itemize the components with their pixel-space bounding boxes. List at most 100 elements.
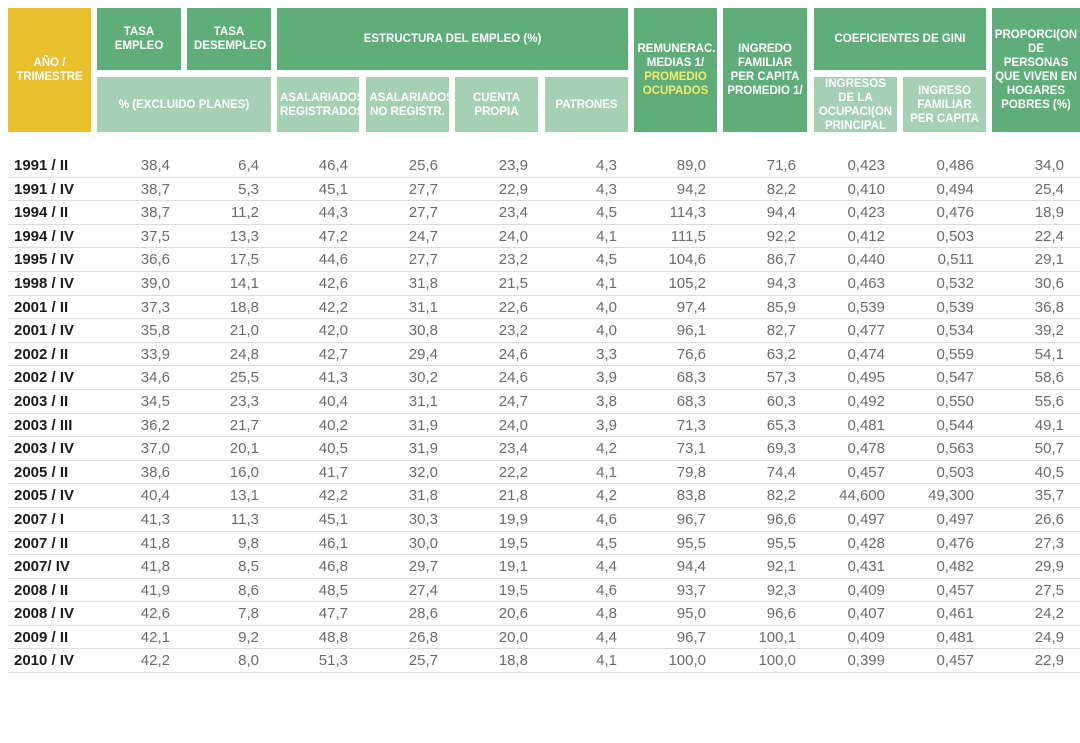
value-cell-gini-ocupacion: 0,409	[847, 628, 885, 646]
value-cell-cuenta-propia: 18,8	[498, 652, 528, 670]
value-cell-tasa-empleo: 42,6	[140, 605, 170, 623]
table-row: 2003 / IV 37,0 20,1 40,5 31,9 23,4 4,2 73,1 69,3…	[0, 437, 1080, 461]
table-row: 1998 / IV 39,0 14,1 42,6 31,8 21,5 4,1 105,2 94,…	[0, 272, 1080, 296]
header-tasa-desempleo-label: TASA DESEMPLEO	[194, 26, 267, 52]
row-divider	[8, 624, 1080, 626]
value-cell-proporcion-pobres: 26,6	[1034, 510, 1064, 528]
value-cell-gini-familiar: 0,494	[936, 180, 974, 198]
value-cell-asalariados-no-registr: 27,4	[408, 581, 438, 599]
value-cell-gini-familiar: 0,563	[936, 440, 974, 458]
value-cell-cuenta-propia: 19,9	[498, 510, 528, 528]
value-cell-ingreso-familiar: 82,2	[766, 180, 796, 198]
value-cell-remuneraciones: 68,3	[676, 392, 706, 410]
value-cell-patrones: 4,0	[596, 298, 617, 316]
value-cell-patrones: 3,9	[596, 416, 617, 434]
value-cell-tasa-desempleo: 18,8	[229, 298, 259, 316]
value-cell-asalariados-registrados: 48,5	[318, 581, 348, 599]
period-cell: 2009 / II	[14, 628, 69, 646]
value-cell-tasa-empleo: 39,0	[140, 274, 170, 292]
value-cell-tasa-desempleo: 11,3	[230, 510, 259, 528]
value-cell-asalariados-no-registr: 31,1	[408, 392, 438, 410]
value-cell-proporcion-pobres: 29,1	[1034, 251, 1064, 269]
value-cell-cuenta-propia: 19,5	[498, 534, 528, 552]
value-cell-remuneraciones: 76,6	[676, 345, 706, 363]
value-cell-asalariados-no-registr: 30,0	[408, 534, 438, 552]
value-cell-gini-ocupacion: 0,423	[847, 204, 885, 222]
header-periodo-label: AÑO / TRIMESTRE	[16, 57, 83, 83]
value-cell-remuneraciones: 111,5	[670, 227, 706, 245]
value-cell-asalariados-registrados: 40,5	[318, 440, 348, 458]
header-proporcion-pobres: PROPORCI(ON DE PERSONAS QUE VIVEN EN HOG…	[992, 8, 1080, 132]
value-cell-tasa-desempleo: 13,3	[229, 227, 259, 245]
value-cell-remuneraciones: 97,4	[676, 298, 706, 316]
value-cell-proporcion-pobres: 25,4	[1034, 180, 1064, 198]
value-cell-ingreso-familiar: 92,1	[766, 558, 796, 576]
value-cell-cuenta-propia: 21,5	[498, 274, 528, 292]
value-cell-proporcion-pobres: 35,7	[1034, 487, 1064, 505]
header-ingreso-familiar: INGREDO FAMILIAR PER CAPITA PROMEDIO 1/	[723, 8, 807, 132]
value-cell-proporcion-pobres: 54,1	[1034, 345, 1064, 363]
value-cell-tasa-desempleo: 21,0	[229, 322, 259, 340]
header-proporcion-pobres-label: PROPORCI(ON DE PERSONAS QUE VIVEN EN HOG…	[994, 29, 1078, 111]
value-cell-gini-familiar: 0,482	[936, 558, 974, 576]
value-cell-asalariados-no-registr: 30,3	[408, 510, 438, 528]
header-tasa-empleo: TASA EMPLEO	[97, 8, 181, 70]
value-cell-asalariados-registrados: 46,1	[318, 534, 348, 552]
header-gini-ocupacion-label: INGRESOS DE LA OCUPACI(ON PRINCIPAL	[818, 77, 893, 132]
value-cell-gini-ocupacion: 0,423	[847, 157, 885, 174]
header-gini-familiar-label: INGRESO FAMILIAR PER CAPITA	[910, 84, 979, 125]
value-cell-asalariados-no-registr: 29,7	[408, 558, 438, 576]
value-cell-ingreso-familiar: 96,6	[766, 510, 796, 528]
table-row: 2003 / II 34,5 23,3 40,4 31,1 24,7 3,8 68,3 60,3…	[0, 390, 1080, 414]
value-cell-asalariados-registrados: 45,1	[318, 180, 348, 198]
value-cell-tasa-desempleo: 13,1	[229, 487, 259, 505]
value-cell-tasa-desempleo: 16,0	[229, 463, 259, 481]
value-cell-asalariados-no-registr: 25,7	[408, 652, 438, 670]
value-cell-proporcion-pobres: 30,6	[1034, 274, 1064, 292]
period-cell: 1995 / IV	[14, 251, 75, 269]
value-cell-remuneraciones: 83,8	[676, 487, 706, 505]
value-cell-cuenta-propia: 23,2	[498, 251, 528, 269]
row-divider	[8, 388, 1080, 390]
value-cell-tasa-empleo: 41,8	[140, 534, 170, 552]
header-asalariados-registrados-label: ASALARIADOS REGISTRADOS	[280, 91, 365, 118]
value-cell-patrones: 4,5	[596, 534, 617, 552]
value-cell-patrones: 3,3	[596, 345, 617, 363]
header-cuenta-propia: CUENTA PROPIA	[455, 77, 538, 132]
value-cell-proporcion-pobres: 24,9	[1034, 628, 1064, 646]
value-cell-gini-ocupacion: 0,495	[847, 369, 885, 387]
value-cell-gini-familiar: 0,532	[936, 274, 974, 292]
value-cell-remuneraciones: 96,7	[676, 510, 706, 528]
period-cell: 1998 / IV	[14, 274, 75, 292]
row-divider	[8, 341, 1080, 343]
value-cell-asalariados-registrados: 40,4	[318, 392, 348, 410]
value-cell-asalariados-registrados: 44,6	[318, 251, 348, 269]
value-cell-gini-ocupacion: 0,412	[847, 227, 885, 245]
value-cell-asalariados-registrados: 42,6	[318, 274, 348, 292]
table-row: 2007 / I 41,3 11,3 45,1 30,3 19,9 4,6 96,7 96,6 0…	[0, 508, 1080, 532]
period-cell: 2005 / IV	[14, 487, 75, 505]
header-remunerac-line2: PROMEDIO OCUPADOS	[642, 71, 709, 97]
value-cell-tasa-desempleo: 8,5	[238, 558, 259, 576]
row-divider	[8, 459, 1080, 461]
value-cell-gini-familiar: 49,300	[928, 487, 974, 505]
header-excluido-planes-label: % (EXCLUIDO PLANES)	[118, 98, 250, 111]
value-cell-proporcion-pobres: 18,9	[1034, 204, 1064, 222]
header-remunerac-line1: REMUNERAC. MEDIAS 1/	[637, 43, 716, 69]
value-cell-remuneraciones: 104,6	[668, 251, 706, 269]
table-row: 2001 / IV 35,8 21,0 42,0 30,8 23,2 4,0 96,1 82,7…	[0, 319, 1080, 343]
table-row: 1994 / II 38,7 11,2 44,3 27,7 23,4 4,5 114,3 94,…	[0, 201, 1080, 225]
value-cell-patrones: 4,1	[596, 652, 617, 670]
table-row: 2001 / II 37,3 18,8 42,2 31,1 22,6 4,0 97,4 85,9…	[0, 296, 1080, 320]
value-cell-gini-familiar: 0,486	[936, 157, 974, 174]
value-cell-tasa-desempleo: 24,8	[229, 345, 259, 363]
value-cell-tasa-empleo: 38,6	[140, 463, 170, 481]
value-cell-cuenta-propia: 21,8	[498, 487, 528, 505]
value-cell-tasa-desempleo: 23,3	[229, 392, 259, 410]
header-estructura-empleo: ESTRUCTURA DEL EMPLEO (%)	[277, 8, 628, 70]
value-cell-patrones: 4,0	[596, 322, 617, 340]
table-row: 1995 / IV 36,6 17,5 44,6 27,7 23,2 4,5 104,6 86,…	[0, 248, 1080, 272]
value-cell-patrones: 4,4	[596, 628, 617, 646]
value-cell-asalariados-no-registr: 31,8	[408, 487, 438, 505]
value-cell-tasa-desempleo: 7,8	[238, 605, 259, 623]
